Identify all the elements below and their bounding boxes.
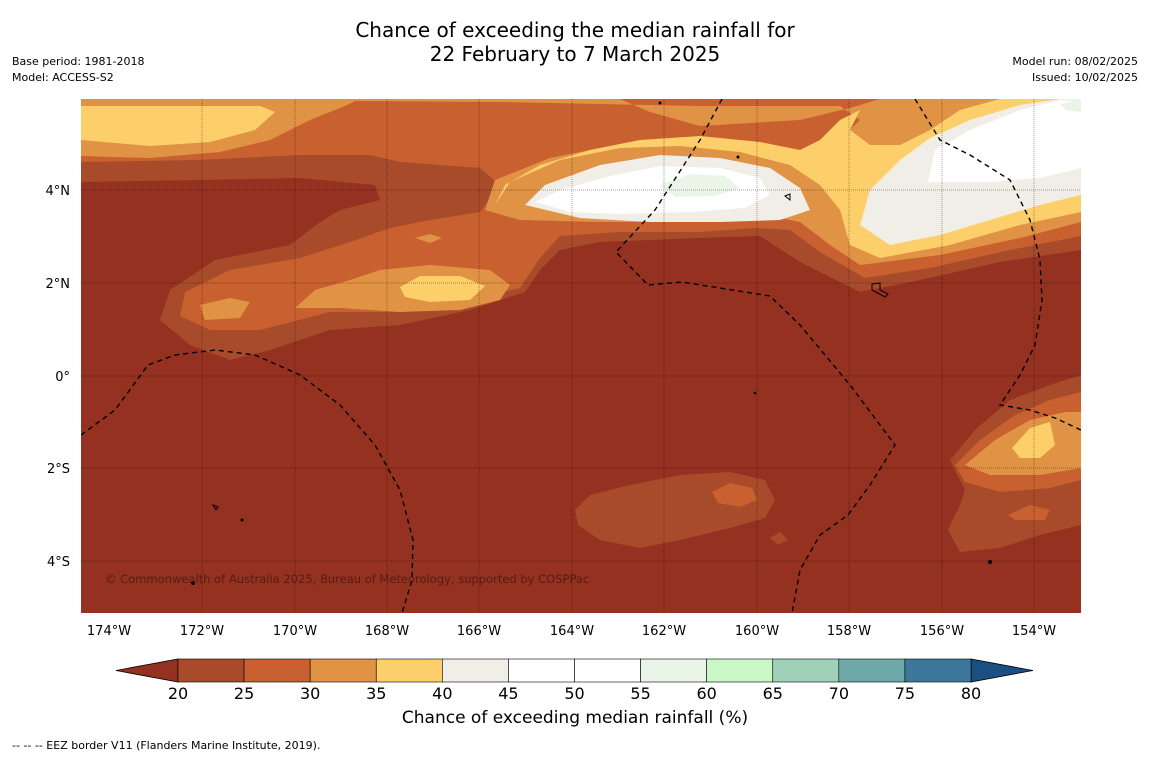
island-small-1: [784, 193, 791, 202]
islands: [191, 101, 992, 585]
colorbar-tick-label: 50: [564, 684, 584, 700]
colorbar-tick-label: 55: [630, 684, 650, 700]
contour-35-west: [400, 276, 485, 302]
eez-border-east: [914, 99, 1081, 431]
lat-label: 4°S: [47, 555, 70, 570]
colorbar-over-arrow: [970, 658, 1034, 683]
lon-label: 166°W: [457, 624, 501, 639]
lon-label: 156°W: [920, 624, 964, 639]
lat-label: 0°: [55, 370, 70, 385]
contour-30-west: [200, 298, 250, 320]
title-line-1: Chance of exceeding the median rainfall …: [355, 18, 795, 42]
island-small-8: [753, 391, 757, 395]
contour-55-east: [1060, 100, 1081, 112]
colorbar-tick-label: 20: [168, 684, 188, 700]
lat-label: 2°S: [47, 462, 70, 477]
lat-label: 4°N: [46, 184, 71, 199]
eez-border-central: [615, 99, 896, 613]
contour-55-central: [660, 174, 740, 197]
issued-date: Issued: 10/02/2025: [1031, 71, 1138, 84]
contour-25-southeast: [1008, 505, 1050, 520]
colorbar-bin: [309, 658, 377, 683]
colorbar-tick-label: 80: [961, 684, 981, 700]
island-small-4: [988, 560, 992, 564]
colorbar-tick-label: 30: [300, 684, 320, 700]
colorbar-bin: [640, 658, 707, 683]
metadata-right: Model run: 08/02/2025 Issued: 10/02/2025: [1012, 54, 1138, 86]
map-figure: © Commonwealth of Australia 2025, Bureau…: [46, 99, 1081, 700]
contour-45-east: [928, 100, 1081, 182]
island-small-2: [211, 503, 219, 511]
contour-20-south-b: [770, 532, 788, 545]
colorbar-tick-label: 35: [366, 684, 386, 700]
colorbar-tick-label: 40: [432, 684, 452, 700]
colorbar-bin: [375, 658, 443, 683]
colorbar-bin: [772, 658, 840, 683]
rainfall-map: © Commonwealth of Australia 2025, Bureau…: [81, 99, 1081, 613]
model-name: Model: ACCESS-S2: [12, 71, 114, 84]
island-small-3: [191, 581, 195, 585]
colorbar: 20 25 30 35 40 45 50 55 60 65 70 75 80: [115, 658, 1034, 700]
colorbar-label: Chance of exceeding median rainfall (%): [401, 708, 749, 728]
lon-label: 158°W: [827, 624, 871, 639]
eez-borders: [81, 99, 1081, 613]
colorbar-under-arrow: [115, 658, 179, 683]
chart-title: Chance of exceeding the median rainfall …: [0, 18, 1150, 66]
title-line-2: 22 February to 7 March 2025: [429, 42, 721, 66]
colorbar-bin: [838, 658, 906, 683]
graticule: [81, 99, 1081, 613]
lon-label: 154°W: [1012, 624, 1056, 639]
lon-label: 172°W: [180, 624, 224, 639]
lon-label: 164°W: [550, 624, 594, 639]
eez-border-west: [81, 349, 414, 613]
lon-label: 174°W: [87, 624, 131, 639]
colorbar-bin: [177, 658, 245, 683]
colorbar-tick-label: 70: [829, 684, 849, 700]
longitude-axis: 174°W 172°W 170°W 168°W 166°W 164°W 162°…: [87, 624, 1056, 639]
colorbar-bin: [904, 658, 972, 683]
copyright-notice: © Commonwealth of Australia 2025, Bureau…: [105, 572, 589, 586]
colorbar-bin: [442, 658, 509, 683]
colorbar-tick-label: 25: [234, 684, 254, 700]
colorbar-tick-label: 45: [498, 684, 518, 700]
colorbar-bin: [243, 658, 311, 683]
eez-footnote: -- -- -- EEZ border V11 (Flanders Marine…: [12, 739, 321, 752]
island-kiritimati: [871, 282, 889, 298]
lat-label: 2°N: [46, 277, 71, 292]
lon-label: 160°W: [735, 624, 779, 639]
contour-25-south: [712, 483, 757, 507]
metadata-left: Base period: 1981-2018 Model: ACCESS-S2: [12, 54, 144, 86]
island-small-6: [736, 155, 740, 159]
contour-30-west-c: [415, 234, 442, 243]
island-small-7: [240, 518, 244, 522]
model-run: Model run: 08/02/2025: [1012, 55, 1138, 68]
lon-label: 168°W: [365, 624, 409, 639]
lon-label: 170°W: [273, 624, 317, 639]
colorbar-tick-label: 60: [696, 684, 716, 700]
island-small-5: [658, 101, 662, 105]
lon-label: 162°W: [642, 624, 686, 639]
latitude-axis: 4°N 2°N 0° 2°S 4°S: [46, 184, 71, 570]
contour-35-north: [81, 106, 275, 146]
colorbar-bin: [574, 658, 641, 683]
colorbar-tick-label: 75: [895, 684, 915, 700]
colorbar-tick-label: 65: [763, 684, 783, 700]
contour-35-southeast: [1012, 422, 1055, 458]
colorbar-bin: [508, 658, 575, 683]
base-period: Base period: 1981-2018: [12, 55, 145, 68]
colorbar-bin: [706, 658, 774, 683]
